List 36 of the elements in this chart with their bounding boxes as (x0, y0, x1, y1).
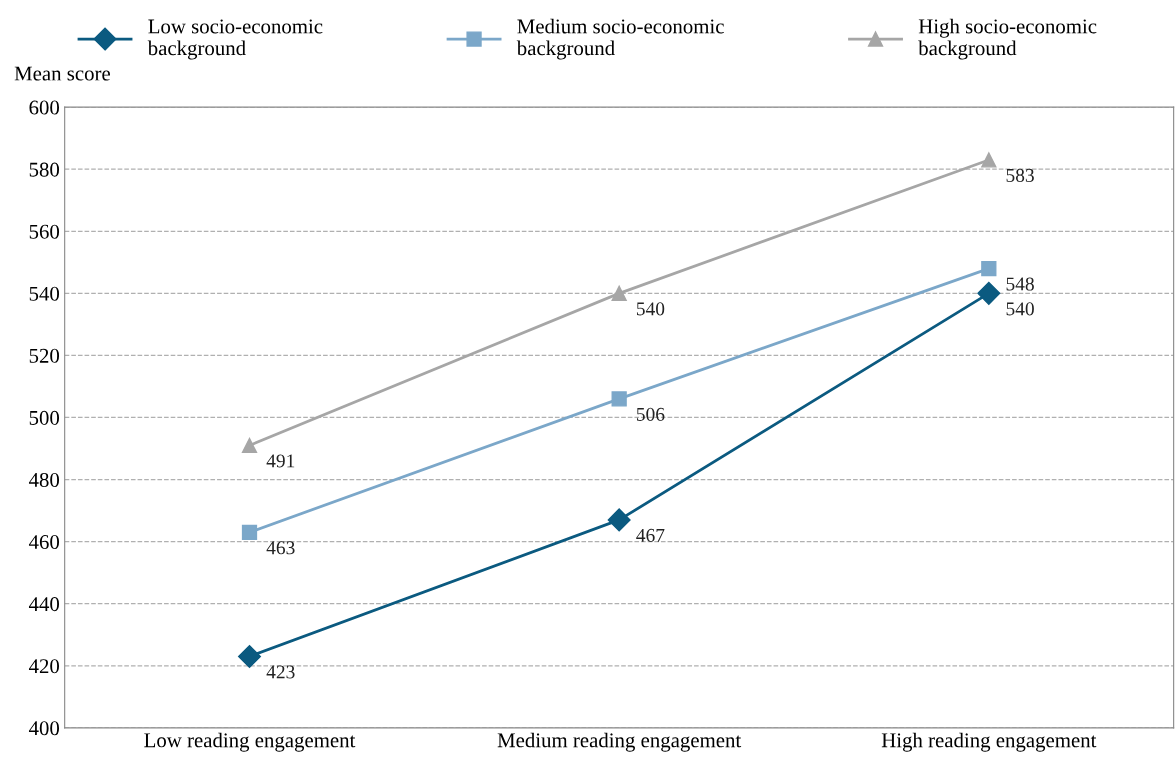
y-tick-label: 460 (28, 535, 60, 550)
data-label: 540 (636, 302, 665, 316)
point (981, 260, 997, 277)
y-tick-label: 580 (29, 162, 60, 177)
legend-label: High socio-economic background (918, 18, 1097, 60)
legend-label: Medium socio-economic background (516, 18, 724, 60)
y-tick-label: 440 (28, 597, 60, 612)
data-label: 491 (266, 454, 295, 468)
point (241, 437, 258, 454)
y-axis-title: Mean score (14, 66, 110, 81)
point (607, 508, 631, 532)
x-tick-label: Medium reading engagement (497, 732, 742, 752)
point (238, 644, 262, 668)
data-label: 583 (1006, 168, 1034, 182)
y-tick-label: 560 (29, 224, 60, 239)
point (241, 524, 258, 540)
data-label: 548 (1006, 277, 1034, 291)
x-tick-label: High reading engagement (881, 732, 1097, 752)
y-tick-label: 480 (28, 472, 60, 487)
point (977, 281, 1001, 305)
x-tick-label: Low reading engagement (144, 732, 356, 752)
point (981, 152, 997, 168)
y-tick-label: 420 (28, 659, 60, 674)
y-tick-label: 540 (29, 286, 60, 301)
legend-label: Low socio-economic background (147, 19, 323, 60)
data-label: 506 (636, 407, 665, 421)
y-tick-label: 600 (29, 100, 60, 115)
point (611, 391, 627, 407)
data-label: 467 (636, 528, 665, 542)
y-tick-label: 400 (28, 721, 60, 736)
data-label: 423 (266, 665, 295, 679)
point (611, 285, 627, 302)
y-tick-label: 520 (29, 348, 60, 363)
y-tick-label: 500 (29, 410, 60, 425)
data-label: 463 (266, 541, 295, 555)
data-label: 540 (1006, 302, 1034, 316)
